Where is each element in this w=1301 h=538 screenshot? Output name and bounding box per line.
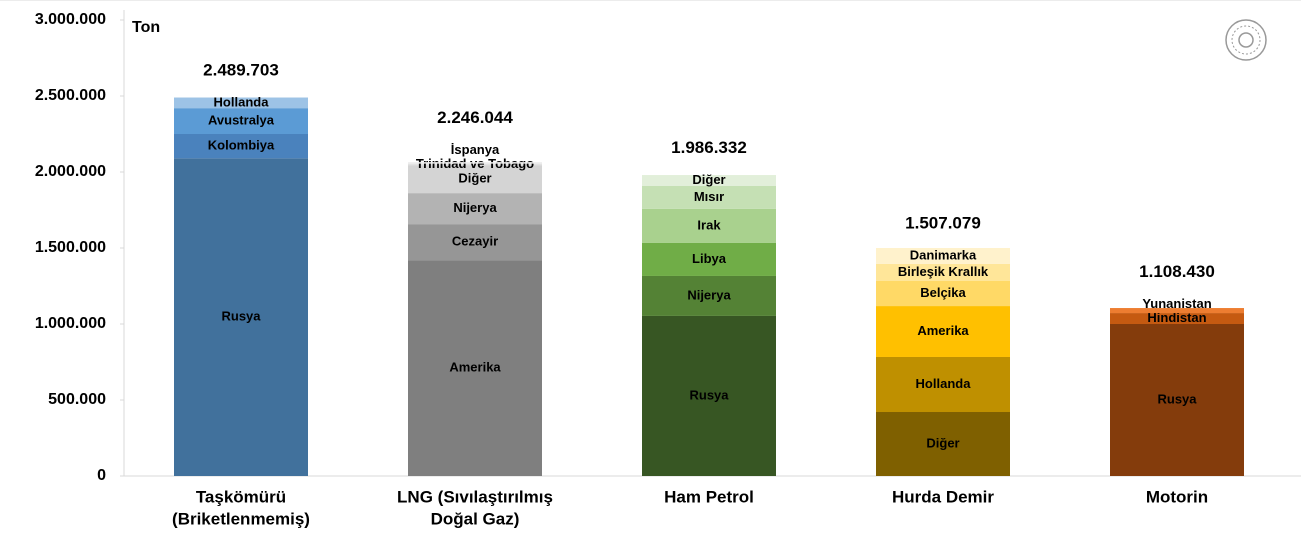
x-tick-label: Ham Petrol bbox=[664, 487, 754, 506]
emblem bbox=[1226, 20, 1266, 60]
segment-label: Diğer bbox=[692, 172, 725, 187]
segment-label: Diğer bbox=[458, 171, 491, 186]
chart: Ton 0 500.000 1.000.000 1.500.000 2.000.000 2… bbox=[0, 0, 1301, 538]
total-label: 2.489.703 bbox=[203, 60, 279, 79]
segment-label: Belçika bbox=[920, 285, 966, 300]
segment-label: Irak bbox=[697, 217, 721, 232]
segment-label: Amerika bbox=[917, 323, 969, 338]
segment-label: Nijerya bbox=[687, 287, 731, 302]
total-label: 1.986.332 bbox=[671, 138, 747, 157]
total-label: 1.108.430 bbox=[1139, 262, 1215, 281]
y-tick-label: 2.000.000 bbox=[35, 163, 106, 180]
segment-label: Nijerya bbox=[453, 200, 497, 215]
y-tick-label: 2.500.000 bbox=[35, 87, 106, 104]
segment-label: Hollanda bbox=[214, 94, 270, 109]
total-label: 1.507.079 bbox=[905, 213, 981, 232]
x-tick-label: Taşkömürü bbox=[196, 487, 286, 506]
y-tick-label: 0 bbox=[97, 467, 106, 484]
segment-label: Amerika bbox=[449, 360, 501, 375]
segment-label: Diğer bbox=[926, 435, 959, 450]
segment-label: Rusya bbox=[689, 387, 729, 402]
segment-label: Rusya bbox=[221, 309, 261, 324]
segment-label: Birleşik Krallık bbox=[898, 264, 989, 279]
x-tick-label: Hurda Demir bbox=[892, 487, 994, 506]
segment-label: Hollanda bbox=[916, 376, 972, 391]
x-tick-label: (Briketlenmemiş) bbox=[172, 509, 310, 528]
total-label: 2.246.044 bbox=[437, 108, 513, 127]
x-tick-label: Doğal Gaz) bbox=[431, 509, 520, 528]
x-tick-label: Motorin bbox=[1146, 487, 1208, 506]
x-tick-label: LNG (Sıvılaştırılmış bbox=[397, 487, 553, 506]
segment-label: Yunanistan bbox=[1142, 296, 1211, 311]
segment-label: Avustralya bbox=[208, 113, 275, 128]
segment-label: İspanya bbox=[451, 142, 500, 157]
y-axis-title: Ton bbox=[132, 19, 160, 36]
y-tick-label: 3.000.000 bbox=[35, 11, 106, 28]
y-tick-label: 1.500.000 bbox=[35, 239, 106, 256]
segment-label: Libya bbox=[692, 251, 727, 266]
y-tick-label: 1.000.000 bbox=[35, 315, 106, 332]
segment-label: Cezayir bbox=[452, 234, 498, 249]
bar-segment bbox=[408, 162, 542, 164]
y-tick-label: 500.000 bbox=[48, 391, 106, 408]
segment-label: Rusya bbox=[1157, 391, 1197, 406]
segment-label: Mısır bbox=[694, 189, 724, 204]
segment-label: Danimarka bbox=[910, 247, 977, 262]
segment-label: Kolombiya bbox=[208, 138, 275, 153]
